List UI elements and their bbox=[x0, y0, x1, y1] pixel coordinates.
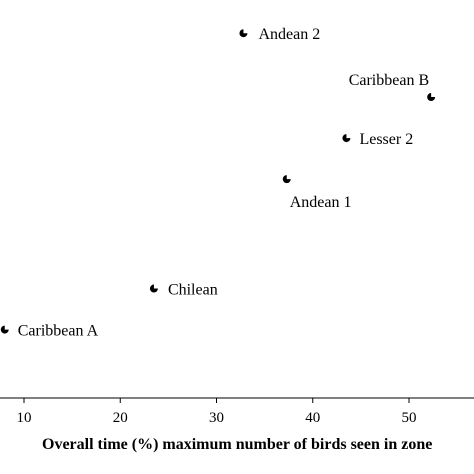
x-tick-label: 30 bbox=[209, 410, 224, 426]
data-point bbox=[149, 284, 158, 293]
data-point bbox=[342, 134, 351, 143]
x-tick-label: 50 bbox=[402, 410, 417, 426]
point-label: Lesser 2 bbox=[359, 131, 413, 148]
data-point bbox=[239, 29, 248, 38]
data-point bbox=[427, 93, 436, 102]
data-point bbox=[0, 325, 9, 334]
data-point bbox=[282, 175, 291, 184]
x-tick-label: 40 bbox=[305, 410, 320, 426]
point-label: Caribbean B bbox=[349, 72, 429, 89]
point-label: Caribbean A bbox=[18, 323, 99, 340]
point-label: Chilean bbox=[168, 282, 218, 299]
point-label: Andean 1 bbox=[290, 194, 352, 211]
point-label: Andean 2 bbox=[258, 26, 320, 43]
x-tick-label: 20 bbox=[113, 410, 128, 426]
x-tick-label: 10 bbox=[17, 410, 32, 426]
x-axis-title: Overall time (%) maximum number of birds… bbox=[42, 436, 432, 453]
x-ticks: 10 20 30 40 50 bbox=[17, 398, 417, 426]
